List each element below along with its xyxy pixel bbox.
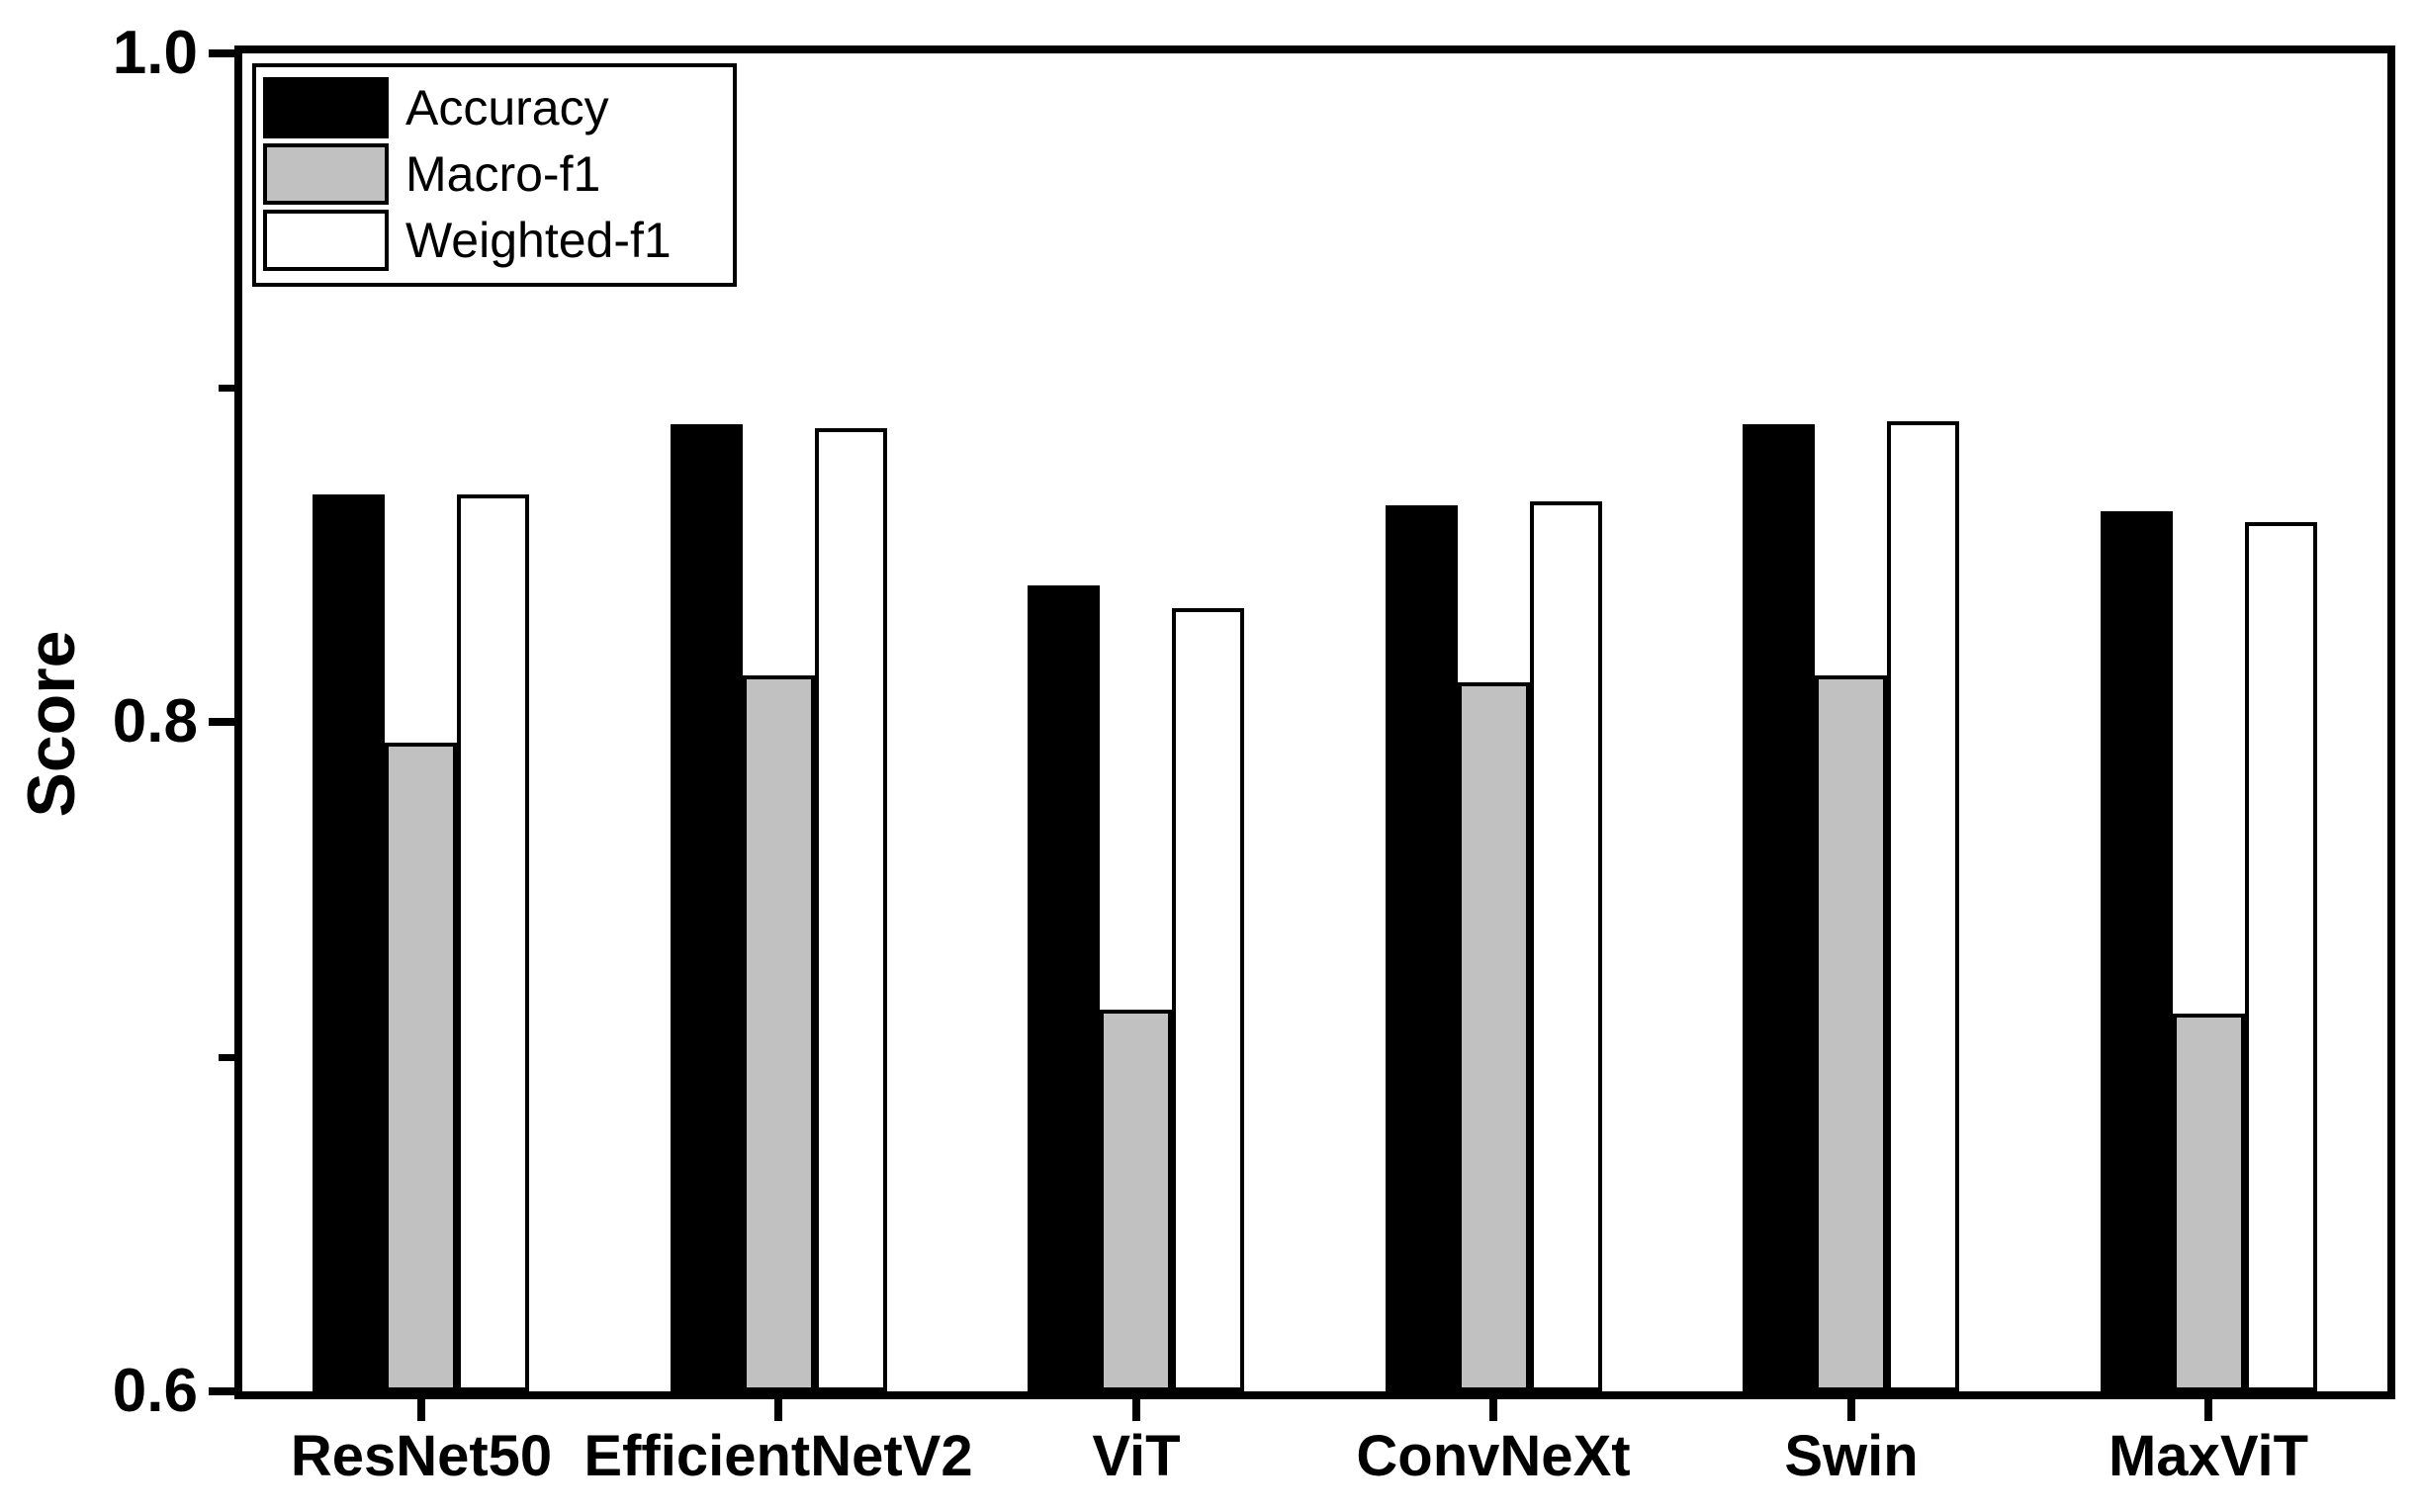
x-tick-swin [1847, 1399, 1855, 1421]
y-tick-label-0-8: 0.8 [112, 687, 198, 756]
legend-swatch-weighted-f1 [263, 210, 389, 271]
legend-item-accuracy: Accuracy [263, 75, 733, 140]
bar-accuracy-swin [1743, 424, 1815, 1391]
x-category-label-swin: Swin [1784, 1424, 1919, 1488]
legend-label-weighted-f1: Weighted-f1 [405, 213, 672, 268]
legend-swatch-macro-f1 [263, 143, 389, 205]
bar-weighted-f1-convnext [1530, 501, 1602, 1391]
legend-item-weighted-f1: Weighted-f1 [263, 208, 733, 273]
plot-area: Accuracy Macro-f1 Weighted-f1 [209, 45, 2395, 1421]
bar-accuracy-efficientnetv2 [671, 424, 743, 1391]
bar-weighted-f1-swin [1887, 421, 1959, 1391]
x-category-label-resnet50: ResNet50 [290, 1424, 553, 1488]
x-category-label-vit: ViT [1092, 1424, 1181, 1488]
bar-accuracy-maxvit [2101, 511, 2173, 1391]
bar-macro-f1-vit [1100, 1010, 1172, 1391]
y-tick-minor-0-9 [219, 385, 234, 392]
bar-macro-f1-efficientnetv2 [743, 675, 815, 1391]
legend-label-accuracy: Accuracy [405, 80, 609, 135]
bar-macro-f1-maxvit [2173, 1014, 2245, 1391]
bar-weighted-f1-maxvit [2245, 522, 2317, 1391]
x-tick-maxvit [2204, 1399, 2212, 1421]
legend: Accuracy Macro-f1 Weighted-f1 [252, 63, 737, 287]
y-tick-major-1-0 [209, 49, 234, 57]
x-category-label-convnext: ConvNeXt [1356, 1424, 1631, 1488]
x-category-label-maxvit: MaxViT [2108, 1424, 2308, 1488]
plot-inner: Accuracy Macro-f1 Weighted-f1 [209, 49, 2387, 1421]
y-tick-minor-0-7 [219, 1054, 234, 1061]
x-tick-vit [1132, 1399, 1140, 1421]
bar-macro-f1-swin [1815, 675, 1887, 1391]
x-tick-efficientnetv2 [774, 1399, 782, 1421]
bar-weighted-f1-vit [1172, 608, 1244, 1391]
bar-accuracy-resnet50 [313, 494, 385, 1391]
bar-macro-f1-convnext [1458, 682, 1530, 1391]
y-tick-label-0-6: 0.6 [112, 1357, 198, 1425]
bar-accuracy-convnext [1386, 505, 1458, 1391]
x-tick-resnet50 [417, 1399, 425, 1421]
bar-accuracy-vit [1028, 585, 1100, 1391]
bar-weighted-f1-resnet50 [457, 494, 529, 1391]
bar-weighted-f1-efficientnetv2 [815, 428, 887, 1391]
legend-swatch-accuracy [263, 77, 389, 138]
legend-item-macro-f1: Macro-f1 [263, 141, 733, 207]
y-tick-label-1-0: 1.0 [112, 19, 198, 87]
x-tick-convnext [1489, 1399, 1497, 1421]
y-tick-major-0-8 [209, 718, 234, 726]
x-category-label-efficientnetv2: EfficientNetV2 [583, 1424, 973, 1488]
y-tick-major-0-6 [209, 1387, 234, 1395]
legend-label-macro-f1: Macro-f1 [405, 146, 601, 202]
bar-macro-f1-resnet50 [385, 743, 457, 1391]
